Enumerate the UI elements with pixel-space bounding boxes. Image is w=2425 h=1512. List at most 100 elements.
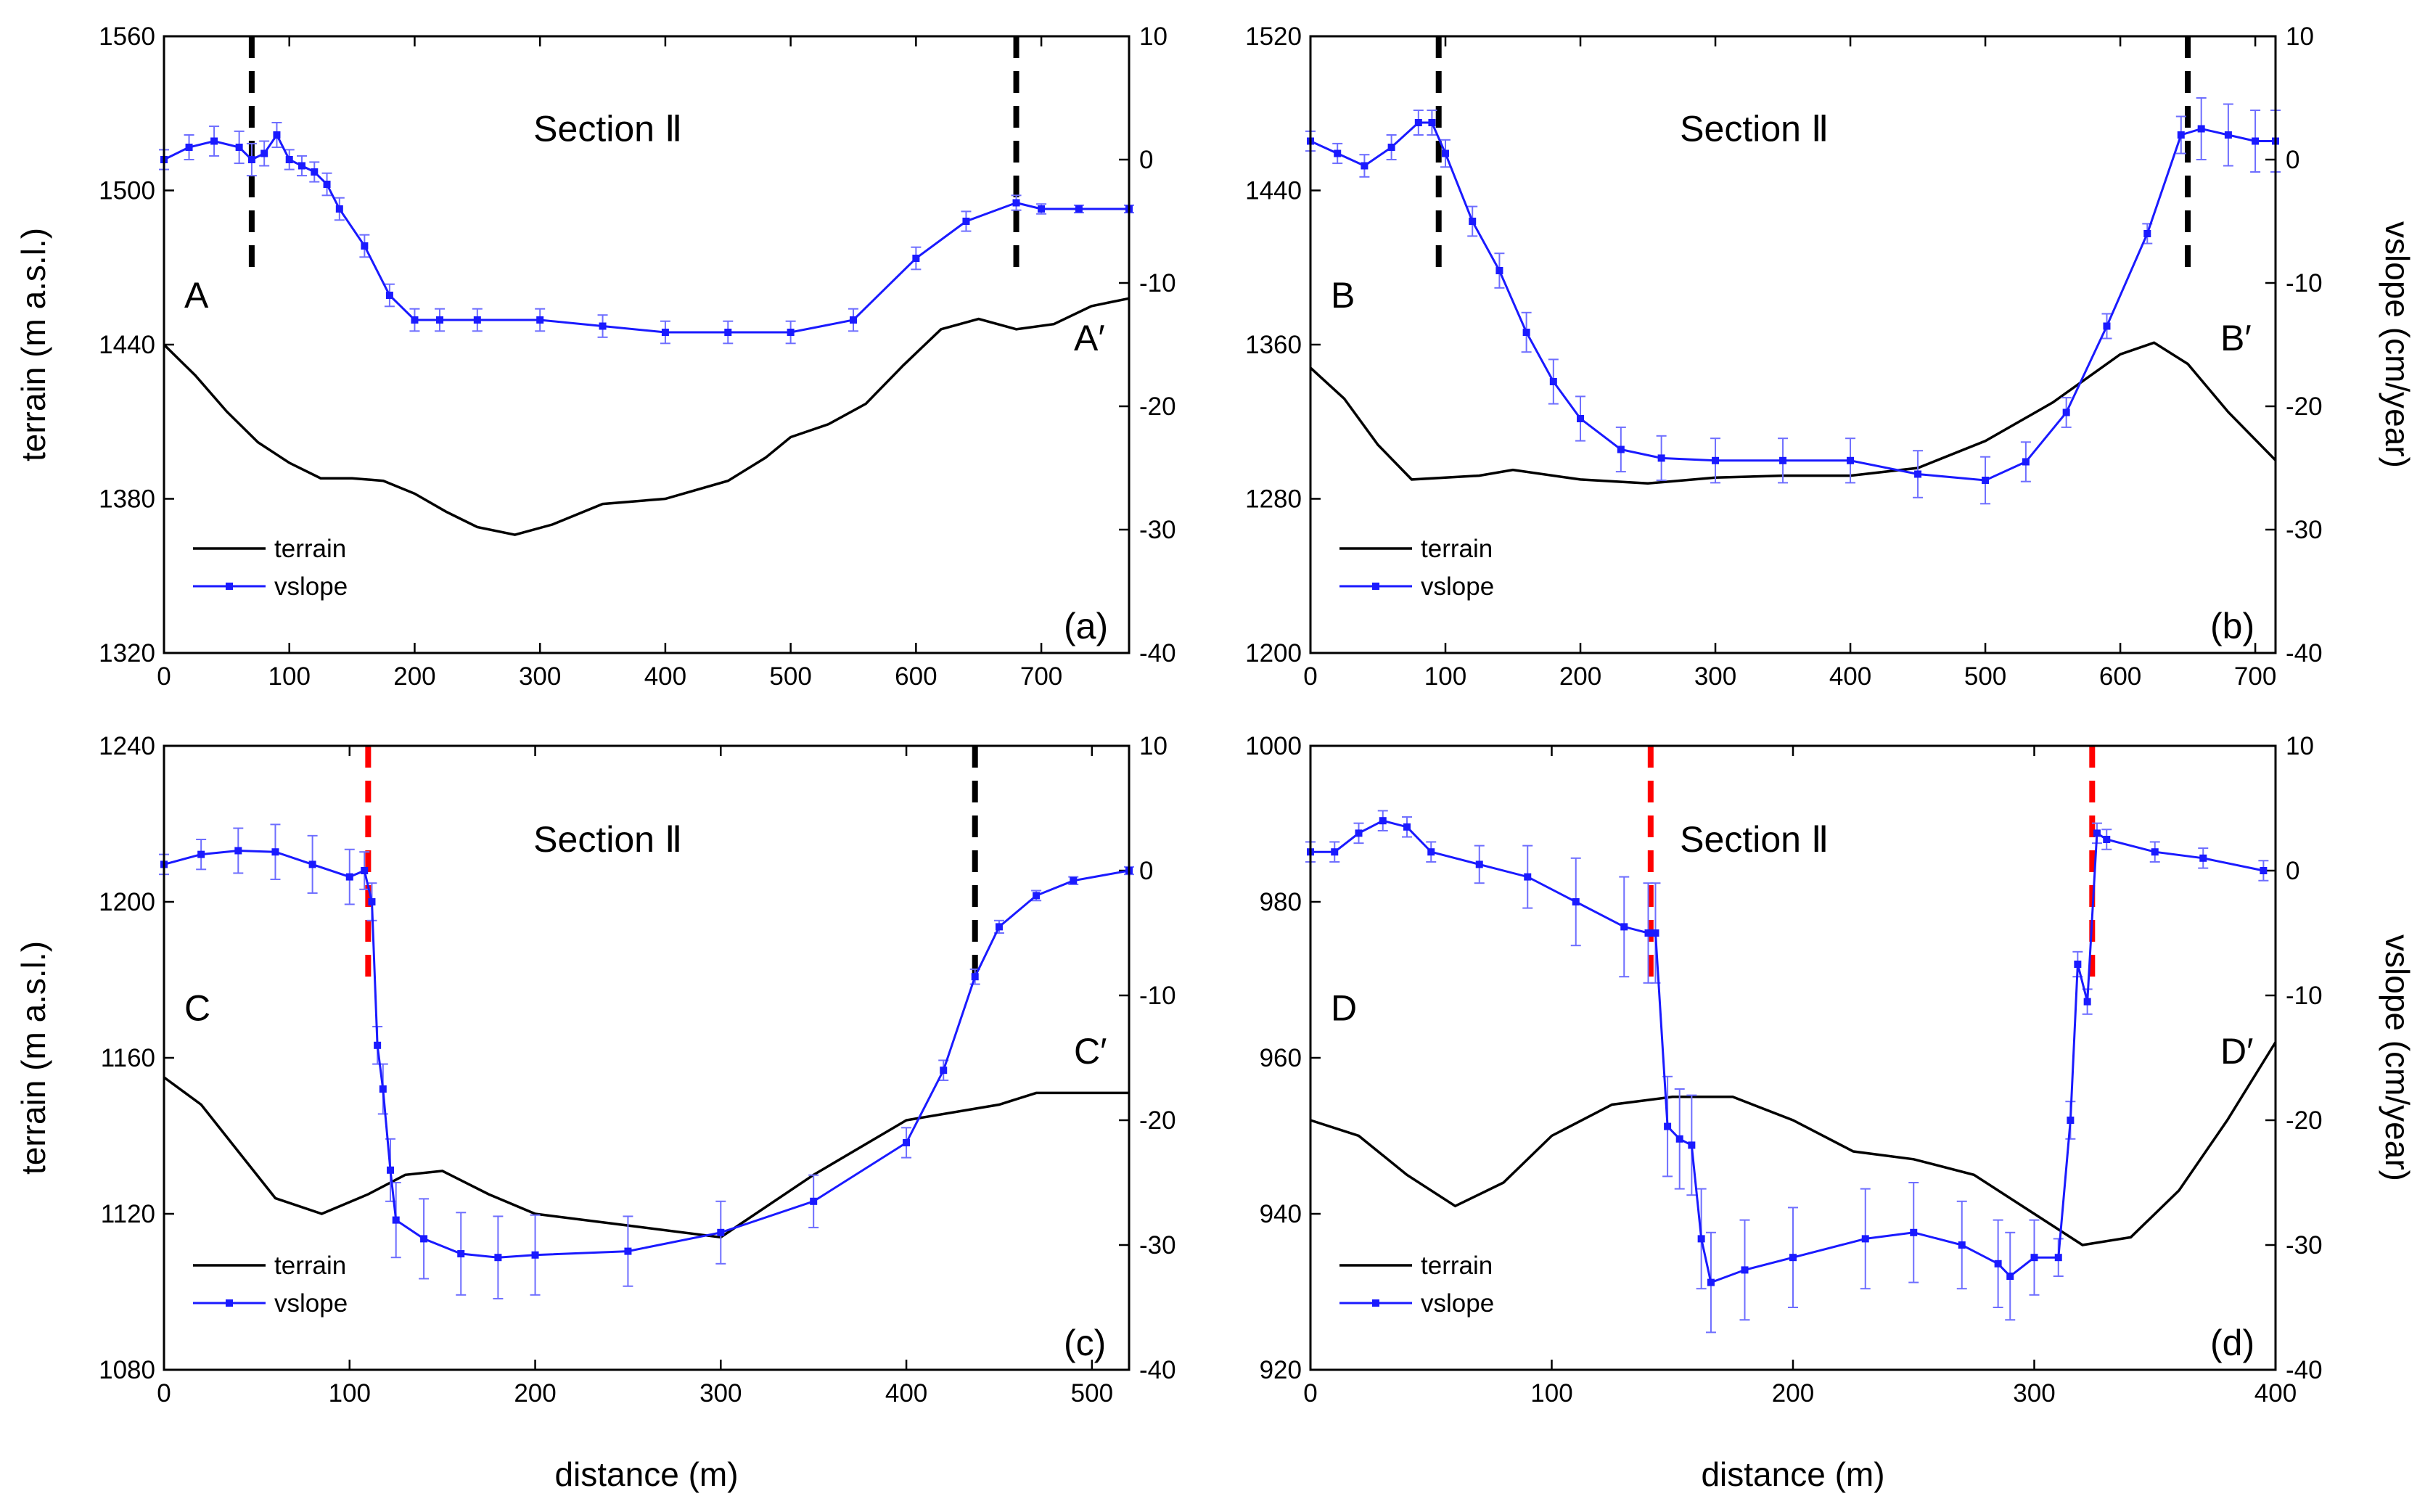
x-tick-label: 200 xyxy=(1559,662,1601,691)
plot-frame xyxy=(163,744,1131,1371)
x-tick-label: 0 xyxy=(1303,1379,1317,1408)
y-left-tick-label: 1520 xyxy=(1245,22,1302,51)
vslope-point xyxy=(345,873,353,881)
vslope-point xyxy=(1070,876,1078,884)
y-left-tick-label: 920 xyxy=(1260,1356,1302,1384)
x-tick-label: 400 xyxy=(885,1379,927,1408)
vslope-point xyxy=(247,156,255,163)
vslope-line xyxy=(163,133,1129,334)
vslope-point xyxy=(411,316,419,324)
vslope-point xyxy=(1664,1122,1672,1130)
vslope-point xyxy=(494,1254,502,1262)
y-right-tick-label: 10 xyxy=(1139,22,1168,51)
vslope-point xyxy=(385,292,393,299)
vslope-point xyxy=(1688,1141,1696,1149)
panel-label: (b) xyxy=(2210,606,2254,646)
y-left-tick-label: 1160 xyxy=(101,1044,155,1072)
vslope-point xyxy=(1910,1228,1918,1236)
legend-terrain-label: terrain xyxy=(274,1252,346,1280)
x-tick-label: 500 xyxy=(769,662,811,691)
x-tick-label: 100 xyxy=(268,662,311,691)
y-left-tick-label: 1080 xyxy=(99,1356,155,1384)
vslope-point xyxy=(724,329,732,336)
vslope-point xyxy=(311,168,319,176)
vslope-line xyxy=(1310,121,2276,482)
legend-vslope-label: vslope xyxy=(274,572,348,601)
x-tick-label: 0 xyxy=(157,1379,171,1408)
vslope-point xyxy=(2074,961,2082,968)
vslope-point xyxy=(1403,823,1411,831)
vslope-point xyxy=(1741,1266,1749,1274)
vslope-point xyxy=(1469,218,1477,225)
y-right-tick-label: 0 xyxy=(2286,146,2299,174)
x-tick-label: 300 xyxy=(1694,662,1736,691)
panel-2: 0 100 200 300 400 50010801120116012001240-40-… xyxy=(99,732,1175,1408)
y-right-tick-label: 10 xyxy=(1139,732,1168,760)
y-right-axis-label-top: vslope (cm/year) xyxy=(2379,221,2416,468)
vslope-point xyxy=(531,1251,539,1259)
vslope-point xyxy=(661,329,669,336)
profile-start-label: C xyxy=(184,987,210,1028)
terrain-line xyxy=(1310,1041,2277,1246)
y-right-tick-label: 10 xyxy=(2286,22,2314,51)
x-tick-label: 700 xyxy=(2234,662,2276,691)
legend-vslope-label: vslope xyxy=(1421,1289,1494,1318)
profile-end-label: B′ xyxy=(2220,318,2252,358)
x-tick-label: 0 xyxy=(1303,662,1317,691)
y-left-tick-label: 1120 xyxy=(101,1200,155,1228)
vslope-point xyxy=(624,1247,632,1255)
y-left-tick-label: 1380 xyxy=(99,485,155,514)
y-right-tick-label: -40 xyxy=(2286,1356,2323,1384)
vslope-point xyxy=(1427,848,1435,856)
vslope-point xyxy=(2177,131,2185,139)
vslope-line xyxy=(163,849,1130,1259)
y-left-tick-label: 1360 xyxy=(1245,331,1302,359)
y-right-tick-label: 0 xyxy=(1139,857,1153,885)
vslope-point xyxy=(457,1250,465,1258)
y-left-tick-label: 1280 xyxy=(1245,485,1302,514)
vslope-point xyxy=(1012,199,1020,207)
vslope-point xyxy=(308,860,316,868)
vslope-point xyxy=(361,242,369,250)
vslope-point xyxy=(1495,267,1503,274)
panel-label: (d) xyxy=(2210,1323,2254,1363)
y-left-axis-label-bottom: terrain (m a.s.l.) xyxy=(15,941,52,1175)
vslope-point xyxy=(1958,1241,1966,1249)
x-tick-label: 400 xyxy=(2254,1379,2297,1408)
profile-end-label: C′ xyxy=(1074,1031,1107,1072)
y-left-tick-label: 980 xyxy=(1260,888,1302,916)
vslope-point xyxy=(1414,119,1422,126)
vslope-point xyxy=(2030,1254,2038,1262)
vslope-point xyxy=(271,848,279,856)
vslope-point xyxy=(850,316,857,324)
x-axis-label-left: distance (m) xyxy=(554,1455,738,1493)
vslope-point xyxy=(285,156,293,163)
panel-label: (c) xyxy=(1064,1323,1106,1363)
legend-vslope-label: vslope xyxy=(1421,572,1494,601)
vslope-point xyxy=(1572,898,1580,905)
vslope-point xyxy=(392,1216,400,1224)
vslope-point xyxy=(2252,137,2260,145)
y-right-tick-label: -10 xyxy=(1139,982,1176,1010)
plot-frame xyxy=(1309,744,2277,1371)
vslope-point xyxy=(1075,205,1083,213)
y-right-tick-label: -30 xyxy=(1139,516,1176,544)
vslope-point xyxy=(2103,836,2111,843)
profile-start-label: B xyxy=(1331,275,1355,316)
x-tick-label: 300 xyxy=(2013,1379,2055,1408)
y-right-tick-label: -20 xyxy=(1139,393,1176,421)
panel-label: (a) xyxy=(1064,606,1108,646)
vslope-point xyxy=(1522,329,1530,336)
y-right-tick-label: -20 xyxy=(2286,393,2323,421)
vslope-point xyxy=(323,181,331,188)
vslope-point xyxy=(298,162,305,170)
x-tick-label: 100 xyxy=(1424,662,1466,691)
vslope-point xyxy=(810,1197,818,1205)
vslope-point xyxy=(1379,817,1387,825)
vslope-point xyxy=(1620,923,1628,931)
vslope-point xyxy=(361,867,369,874)
y-left-tick-label: 1500 xyxy=(99,177,155,205)
y-left-tick-label: 940 xyxy=(1260,1200,1302,1228)
x-tick-label: 500 xyxy=(1071,1379,1113,1408)
section-title: Section Ⅱ xyxy=(533,819,682,860)
